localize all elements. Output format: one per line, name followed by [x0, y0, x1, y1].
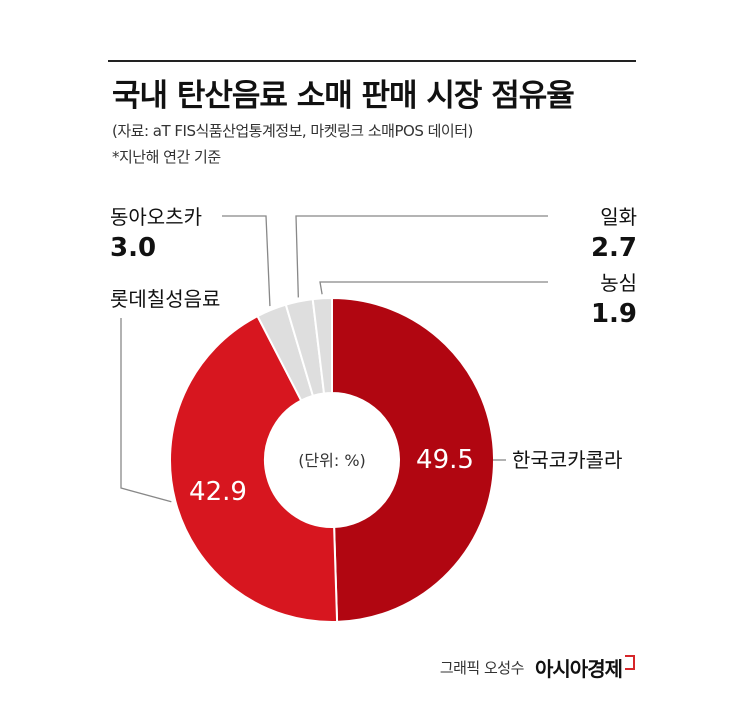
category-label-2: 동아오츠카	[110, 205, 202, 229]
value-label-0: 49.5	[416, 445, 474, 475]
leader-line-1	[120, 318, 172, 503]
slice-4	[311, 296, 333, 395]
unit-label: (단위: %)	[298, 451, 366, 470]
category-label-0: 한국코카콜라	[512, 448, 622, 472]
value-label-4: 1.9	[591, 299, 637, 329]
value-label-3: 2.7	[591, 233, 637, 263]
category-label-1: 롯데칠성음료	[110, 287, 220, 311]
leader-line-2	[222, 215, 271, 307]
slice-1	[169, 314, 339, 623]
brand-mark-icon	[625, 655, 635, 670]
top-rule	[108, 60, 636, 62]
brand-logo-text: 아시아경제	[535, 657, 623, 681]
slice-0	[331, 296, 495, 623]
chart-title: 국내 탄산음료 소매 판매 시장 점유율	[112, 78, 575, 114]
graphic-credit: 그래픽 오성수	[439, 659, 525, 677]
source-note: (자료: aT FIS식품산업통계정보, 마켓링크 소매POS 데이터)	[112, 122, 473, 140]
leader-line-3	[295, 215, 548, 298]
value-label-1: 42.9	[189, 477, 247, 507]
category-label-4: 농심	[600, 271, 637, 295]
category-label-3: 일화	[600, 205, 637, 229]
value-label-2: 3.0	[110, 233, 156, 263]
basis-note: *지난해 연간 기준	[112, 148, 221, 166]
footer: 그래픽 오성수 아시아경제	[440, 653, 635, 682]
leader-line-4	[319, 281, 548, 295]
